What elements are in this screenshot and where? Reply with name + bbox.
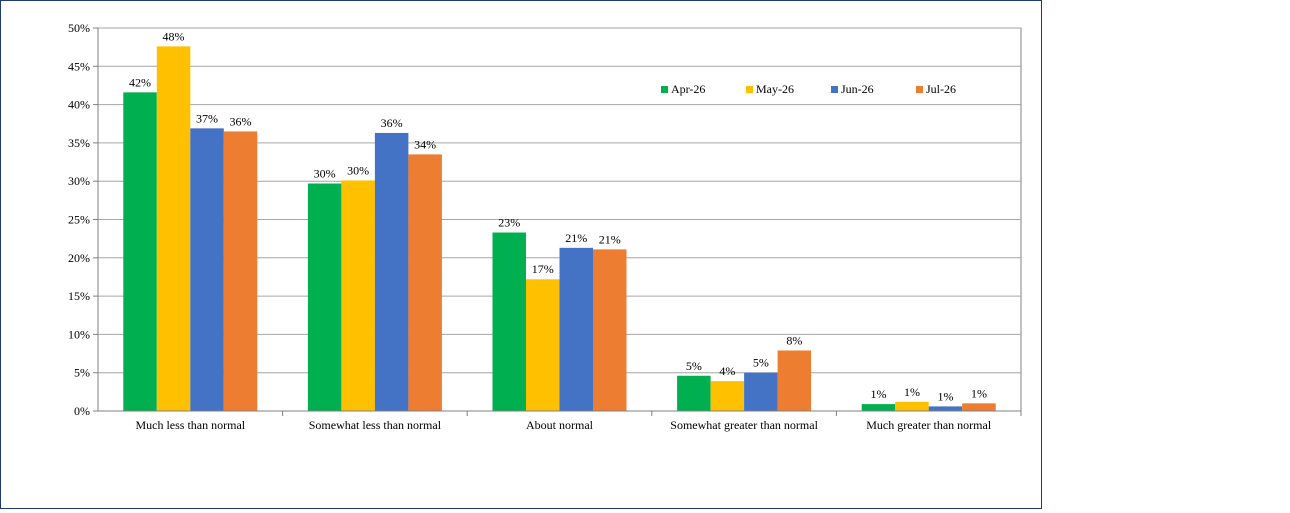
bar [374,132,409,411]
bar [895,401,929,411]
data-label: 4% [719,364,735,378]
legend-label: Jun-26 [841,82,874,96]
data-label: 21% [599,232,621,246]
data-label: 1% [937,389,953,403]
bar [156,46,191,411]
data-label: 37% [196,111,218,125]
legend-label: Apr-26 [671,82,705,96]
bar [190,128,224,411]
data-label: 23% [498,216,520,230]
bar [710,381,745,411]
y-tick-label: 10% [68,327,90,341]
legend-swatch [831,86,838,93]
data-label: 5% [686,359,702,373]
data-label: 48% [163,29,185,43]
bars [123,46,996,412]
bar [777,350,812,411]
bar [408,154,442,411]
bar [341,180,375,411]
y-tick-label: 50% [68,21,90,35]
legend-label: May-26 [756,82,794,96]
legend-swatch [746,86,753,93]
bar [962,403,996,411]
bar [526,279,560,411]
bar [492,232,526,411]
x-tick-label: Much less than normal [135,418,245,432]
data-label: 17% [532,262,554,276]
data-label: 36% [230,114,252,128]
y-tick-label: 15% [68,289,90,303]
x-tick-label: Much greater than normal [866,418,992,432]
data-label: 30% [347,163,369,177]
bar [307,183,342,411]
x-tick-label: Somewhat less than normal [309,418,442,432]
bar [123,92,157,412]
data-label: 1% [971,386,987,400]
data-label: 30% [314,166,336,180]
data-label: 42% [129,75,151,89]
bar [677,375,711,411]
x-tick-label: About normal [526,418,594,432]
bar [223,131,258,411]
legend-swatch [661,86,668,93]
bar [593,249,627,411]
legend-label: Jul-26 [926,82,956,96]
x-tick-label: Somewhat greater than normal [670,418,818,432]
y-tick-label: 0% [74,404,90,418]
data-labels: 42% 48% 37% 36% 30% 30% 36% 34% 23% 17% 21% 21% 5% 4%… [129,29,987,403]
legend-swatch [916,86,923,93]
bar [861,404,896,411]
y-tick-label: 45% [68,59,90,73]
bar-chart: 42% 48% 37% 36% 30% 30% 36% 34% 23% 17% 21% 21% 5% 4%… [68,21,1022,432]
y-tick-label: 20% [68,251,90,265]
axes: 0% 5% 10% 15% 20% 25% 30% 35% 40% 45% 50% Much less… [68,21,1022,432]
data-label: 1% [870,387,886,401]
data-label: 8% [786,333,802,347]
y-tick-label: 40% [68,98,90,112]
data-label: 21% [565,231,587,245]
y-tick-label: 30% [68,174,90,188]
bar [928,406,963,411]
y-tick-label: 35% [68,136,90,150]
bar [559,247,593,411]
y-tick-label: 5% [74,366,90,380]
data-label: 36% [381,116,403,130]
data-label: 34% [414,137,436,151]
chart-frame: 42% 48% 37% 36% 30% 30% 36% 34% 23% 17% 21% 21% 5% 4%… [0,0,1042,509]
bar [744,372,778,411]
y-tick-label: 25% [68,213,90,227]
data-label: 1% [904,385,920,399]
data-label: 5% [753,356,769,370]
legend: Apr-26 May-26 Jun-26 Jul-26 [661,82,956,96]
